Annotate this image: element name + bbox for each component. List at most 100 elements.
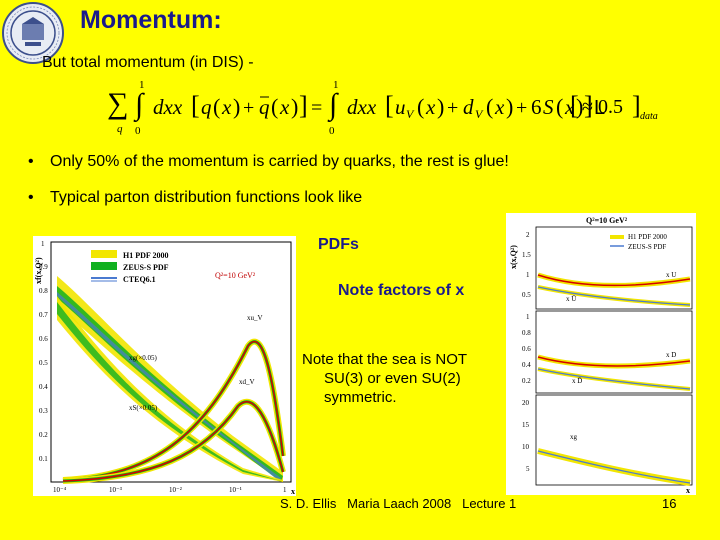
- svg-text:x: x: [425, 95, 436, 119]
- svg-text:[: [: [570, 91, 579, 120]
- y-tick: 0.1: [39, 455, 48, 463]
- right-panel3-ticks: 20 15 10 5: [522, 399, 530, 473]
- y-tick: 0.4: [522, 361, 531, 369]
- svg-text:): ): [233, 94, 240, 119]
- svg-text:+: +: [447, 97, 458, 119]
- momentum-sum-rule-equation: ∑ q ∫ 1 0 dxx [ q ( x ) + q ( x ) ] = ∫ …: [105, 79, 665, 138]
- svg-text:d: d: [463, 95, 474, 119]
- y-tick: 10: [522, 443, 530, 451]
- right-ylabel: x(x,Q²): [509, 245, 518, 269]
- y-tick: 0.8: [522, 329, 531, 337]
- y-tick: 5: [526, 465, 530, 473]
- slide-title: Momentum:: [80, 6, 222, 34]
- curve-label-xg: xg(×0.05): [129, 354, 158, 362]
- curve-label-xuv: xu_V: [247, 314, 263, 322]
- y-tick: 1.5: [522, 251, 531, 259]
- x-tick: 10⁻³: [109, 486, 122, 494]
- bullet-text: Typical parton distribution functions lo…: [50, 189, 363, 206]
- left-x-ticks: 10⁻⁴ 10⁻³ 10⁻² 10⁻¹ 1: [53, 486, 287, 494]
- svg-text:): ): [437, 94, 444, 119]
- panel-label-xubar: x Ū: [566, 295, 576, 303]
- svg-text:+: +: [243, 97, 254, 119]
- svg-text:(: (: [486, 94, 493, 119]
- svg-text:): ): [576, 94, 583, 119]
- svg-text:V: V: [475, 107, 484, 121]
- integral-lower-limit: 0: [135, 125, 141, 137]
- svg-text:x: x: [279, 95, 290, 119]
- y-tick: 0.8: [39, 287, 48, 295]
- svg-text:[: [: [385, 91, 394, 120]
- bullet-text: Only 50% of the momentum is carried by q…: [50, 153, 509, 170]
- y-tick: 0.7: [39, 311, 48, 319]
- y-tick: 15: [522, 421, 530, 429]
- left-y-ticks: 1 0.9 0.8 0.7 0.6 0.5 0.4 0.3 0.2 0.1: [39, 240, 48, 463]
- integral2-lower-limit: 0: [329, 125, 335, 137]
- svg-text:q: q: [201, 95, 212, 119]
- svg-text:x: x: [494, 95, 505, 119]
- x-tick: 10⁻¹: [229, 486, 242, 494]
- integral2-upper-limit: 1: [333, 80, 339, 91]
- slide-footer: S. D. Ellis Maria Laach 2008 Lecture 1: [280, 496, 517, 511]
- factors-of-x-note: Note factors of x: [338, 282, 465, 299]
- right-panel1-ticks: 2 1.5 1 0.5: [522, 231, 531, 299]
- svg-text:(: (: [271, 94, 278, 119]
- right-legend-entry: H1 PDF 2000: [628, 233, 667, 241]
- intro-text: But total momentum (in DIS) -: [42, 54, 254, 71]
- y-tick: 1: [41, 240, 45, 248]
- svg-text:S: S: [543, 95, 554, 119]
- svg-text:(: (: [213, 94, 220, 119]
- svg-text:dxx: dxx: [153, 95, 183, 119]
- svg-text:x: x: [564, 95, 575, 119]
- pdf-plot-left: xf(x,Q²) 1 0.9 0.8 0.7 0.6 0.5 0.4 0.3 0…: [33, 236, 296, 496]
- panel-label-xd: x D: [666, 351, 676, 359]
- page-number: 16: [662, 496, 677, 511]
- y-tick: 2: [526, 231, 530, 239]
- svg-text:L: L: [594, 97, 605, 119]
- svg-text:[: [: [191, 91, 200, 120]
- svg-text:(: (: [556, 94, 563, 119]
- left-ylabel: xf(x,Q²): [34, 257, 43, 284]
- sea-note-line: Note that the sea is NOT: [302, 351, 468, 368]
- svg-text:]: ]: [584, 91, 593, 120]
- pdf-plot-right: x(x,Q²) Q²=10 GeV² 2 1.5 1 0.5 H1 PDF 20…: [506, 213, 696, 495]
- svg-text:q: q: [259, 95, 270, 119]
- right-legend-entry: ZEUS-S PDF: [628, 243, 666, 251]
- right-xlabel: x: [686, 486, 690, 495]
- svg-text:]: ]: [299, 91, 308, 120]
- bullet-item: • Only 50% of the momentum is carried by …: [28, 153, 509, 170]
- svg-text:∫: ∫: [133, 88, 145, 123]
- svg-text:dxx: dxx: [347, 95, 377, 119]
- approx-result: [ ≈ 0.5 ] data: [570, 88, 665, 133]
- right-title: Q²=10 GeV²: [586, 216, 628, 225]
- sum-index: q: [117, 123, 123, 135]
- svg-text:6: 6: [531, 95, 542, 119]
- svg-text:(: (: [417, 94, 424, 119]
- sea-note-line: SU(3) or even SU(2): [324, 370, 461, 387]
- x-tick: 10⁻⁴: [53, 486, 67, 494]
- approx-value: ≈ 0.5: [582, 96, 623, 118]
- legend-entry: H1 PDF 2000: [123, 251, 168, 260]
- curve-label-xdv: xd_V: [239, 378, 255, 386]
- svg-text:=: =: [311, 97, 322, 119]
- integral-upper-limit: 1: [139, 80, 145, 91]
- university-seal-logo: [2, 2, 64, 64]
- y-tick: 0.5: [522, 291, 531, 299]
- svg-text:u: u: [395, 95, 406, 119]
- y-tick: 0.6: [522, 345, 531, 353]
- left-xlabel: x: [291, 487, 295, 496]
- svg-text:x: x: [221, 95, 232, 119]
- legend-entry: CTEQ6.1: [123, 275, 156, 284]
- sea-symmetry-note: Note that the sea is NOT SU(3) or even S…: [302, 350, 512, 407]
- svg-text:+: +: [516, 97, 527, 119]
- data-subscript: data: [640, 111, 658, 122]
- right-panel2-ticks: 1 0.8 0.6 0.4 0.2: [522, 313, 531, 385]
- y-tick: 0.4: [39, 383, 48, 391]
- panel-label-xdbar: x D̄: [572, 377, 582, 385]
- y-tick: 20: [522, 399, 530, 407]
- y-tick: 0.5: [39, 359, 48, 367]
- sea-note-line: symmetric.: [324, 389, 397, 406]
- svg-text:∑: ∑: [107, 87, 128, 120]
- x-tick: 10⁻²: [169, 486, 182, 494]
- svg-text:∫: ∫: [327, 88, 339, 123]
- y-tick: 0.6: [39, 335, 48, 343]
